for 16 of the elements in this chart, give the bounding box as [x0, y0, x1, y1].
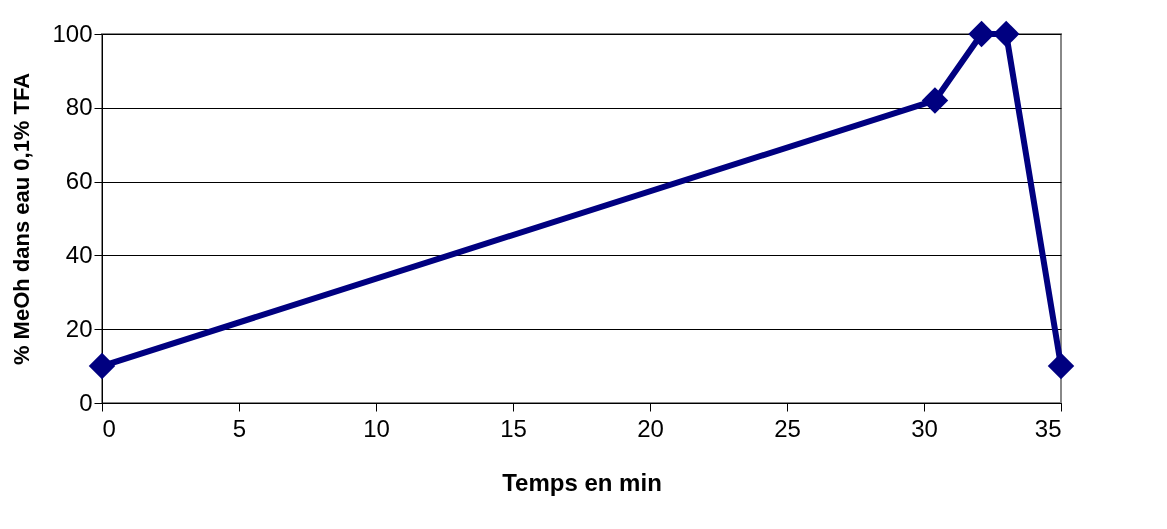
- x-axis-title: Temps en min: [502, 468, 662, 496]
- x-tick-label: 0: [102, 414, 116, 442]
- x-tick-label: 35: [1034, 414, 1062, 442]
- y-tick-label: 20: [65, 314, 93, 342]
- y-tick-label: 40: [65, 240, 93, 268]
- x-tick-label: 15: [500, 414, 527, 442]
- y-tick-label: 80: [65, 93, 93, 121]
- y-tick-label: 100: [52, 19, 93, 47]
- x-tick-label: 20: [637, 414, 664, 442]
- x-tick-label: 10: [363, 414, 390, 442]
- x-tick-label: 25: [774, 414, 801, 442]
- y-tick-label: 60: [65, 167, 93, 195]
- x-tick-label: 30: [911, 414, 938, 442]
- x-tick-label: 5: [232, 414, 247, 442]
- y-tick-label: 0: [79, 388, 93, 416]
- y-axis-title: % MeOh dans eau 0,1% TFA: [9, 72, 35, 366]
